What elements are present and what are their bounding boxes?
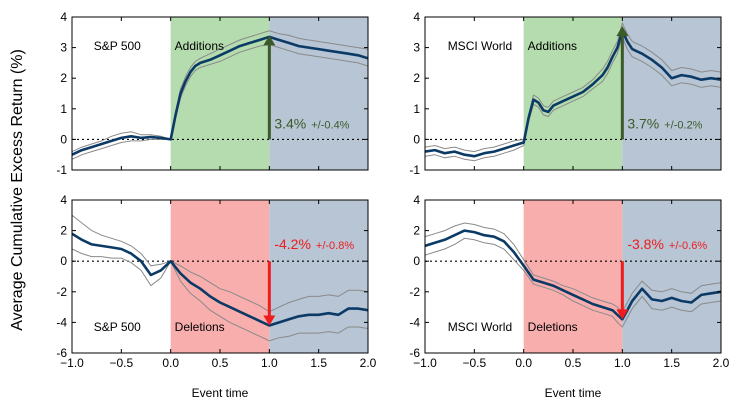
panel-3: -6 -4 -2 0 2 4 −1.0 −0.5 0.0 0.5 1.0 1.5 2.0 Event ti… bbox=[56, 193, 376, 400]
change-annotation: -3.8% +/-0.6% bbox=[627, 236, 707, 252]
y-tick-label: 0 bbox=[60, 254, 67, 268]
lower-confidence-line bbox=[72, 248, 368, 342]
y-tick-label: 4 bbox=[413, 193, 420, 207]
y-tick-label: 4 bbox=[413, 10, 420, 24]
series-lines bbox=[72, 30, 368, 160]
y-tick-label: 2 bbox=[413, 224, 420, 238]
x-tick-label: 0.5 bbox=[565, 356, 582, 370]
change-annotation: 3.7% +/-0.2% bbox=[627, 116, 702, 132]
index-label: S&P 500 bbox=[94, 39, 141, 53]
change-error: +/-0.2% bbox=[664, 120, 702, 132]
change-value: 3.7% bbox=[627, 116, 659, 132]
y-tick-label: 0 bbox=[413, 132, 420, 146]
panel-4: -6 -4 -2 0 2 4 −1.0 −0.5 0.0 0.5 1.0 1.5 2.0 Event ti… bbox=[409, 193, 729, 400]
event-label: Additions bbox=[528, 39, 577, 53]
y-tick-label: -1 bbox=[409, 163, 420, 177]
change-arrow-head bbox=[616, 26, 629, 37]
index-label: MSCI World bbox=[448, 39, 512, 53]
x-axis-label: Event time bbox=[192, 386, 249, 400]
lower-confidence-line bbox=[425, 237, 721, 328]
lower-confidence-line bbox=[425, 35, 721, 162]
y-tick-label: -6 bbox=[409, 346, 420, 360]
y-tick-label: -2 bbox=[409, 285, 420, 299]
post-event-band bbox=[269, 200, 368, 353]
y-tick-label: 0 bbox=[60, 132, 67, 146]
y-tick-label: -4 bbox=[56, 315, 67, 329]
upper-confidence-line bbox=[72, 30, 368, 153]
x-tick-label: 0.0 bbox=[515, 356, 532, 370]
index-label: S&P 500 bbox=[94, 320, 141, 334]
x-tick-label: 2.0 bbox=[360, 356, 377, 370]
event-label: Deletions bbox=[175, 320, 225, 334]
upper-confidence-line bbox=[425, 21, 721, 153]
y-tick-label: 0 bbox=[413, 254, 420, 268]
series-lines bbox=[72, 214, 368, 342]
x-tick-label: 1.0 bbox=[614, 356, 631, 370]
post-event-band bbox=[622, 17, 721, 170]
x-tick-label: 0.5 bbox=[212, 356, 229, 370]
change-error: +/-0.6% bbox=[669, 240, 707, 252]
y-tick-label: -6 bbox=[56, 346, 67, 360]
mean-return-line bbox=[72, 232, 368, 327]
pre-event-band bbox=[425, 17, 524, 170]
mean-return-line bbox=[425, 229, 721, 321]
pre-event-band bbox=[72, 17, 171, 170]
x-tick-label: 1.5 bbox=[663, 356, 680, 370]
deletions-window-band bbox=[170, 200, 270, 353]
change-arrow-head bbox=[263, 35, 276, 46]
change-value: 3.4% bbox=[274, 116, 306, 132]
x-tick-label: −0.5 bbox=[109, 356, 133, 370]
additions-window-band bbox=[523, 17, 623, 170]
mean-return-line bbox=[72, 35, 368, 156]
upper-confidence-line bbox=[72, 214, 368, 313]
panel-2: -1 0 1 2 3 4 MSCI World Additions 3.7% +/-0.2% bbox=[409, 10, 722, 177]
x-tick-label: −1.0 bbox=[413, 356, 437, 370]
upper-confidence-line bbox=[425, 222, 721, 313]
pre-event-band bbox=[72, 200, 171, 353]
post-event-band bbox=[622, 200, 721, 353]
y-tick-label: -1 bbox=[56, 163, 67, 177]
change-value: -3.8% bbox=[627, 236, 664, 252]
series-lines bbox=[425, 222, 721, 328]
y-tick-label: 1 bbox=[413, 102, 420, 116]
event-label: Deletions bbox=[528, 320, 578, 334]
post-event-band bbox=[269, 17, 368, 170]
change-arrow-head bbox=[616, 309, 629, 320]
x-tick-label: −0.5 bbox=[462, 356, 486, 370]
change-annotation: -4.2% +/-0.8% bbox=[274, 236, 354, 252]
lower-confidence-line bbox=[72, 43, 368, 160]
change-error: +/-0.8% bbox=[316, 240, 354, 252]
y-tick-label: -2 bbox=[56, 285, 67, 299]
y-tick-label: 2 bbox=[60, 224, 67, 238]
event-label: Additions bbox=[175, 39, 224, 53]
y-tick-label: 3 bbox=[413, 41, 420, 55]
y-tick-label: 4 bbox=[60, 193, 67, 207]
change-value: -4.2% bbox=[274, 236, 311, 252]
change-error: +/-0.4% bbox=[311, 120, 349, 132]
y-axis-label: Average Cumulative Excess Return (%) bbox=[9, 49, 26, 331]
x-axis-label: Event time bbox=[545, 386, 602, 400]
x-tick-label: −1.0 bbox=[60, 356, 84, 370]
y-tick-label: -4 bbox=[409, 315, 420, 329]
x-tick-label: 1.5 bbox=[310, 356, 327, 370]
y-tick-label: 4 bbox=[60, 10, 67, 24]
panel-1: -1 0 1 2 3 4 S&P 500 Additions 3.4% +/-0.4% bbox=[56, 10, 369, 177]
mean-return-line bbox=[425, 29, 721, 158]
change-arrow-head bbox=[263, 315, 276, 326]
pre-event-band bbox=[425, 200, 524, 353]
index-label: MSCI World bbox=[448, 320, 512, 334]
y-tick-label: 2 bbox=[413, 71, 420, 85]
y-tick-label: 2 bbox=[60, 71, 67, 85]
y-tick-label: 1 bbox=[60, 102, 67, 116]
x-tick-label: 2.0 bbox=[713, 356, 730, 370]
series-lines bbox=[425, 21, 721, 162]
y-tick-label: 3 bbox=[60, 41, 67, 55]
x-tick-label: 1.0 bbox=[261, 356, 278, 370]
x-tick-label: 0.0 bbox=[162, 356, 179, 370]
change-annotation: 3.4% +/-0.4% bbox=[274, 116, 349, 132]
